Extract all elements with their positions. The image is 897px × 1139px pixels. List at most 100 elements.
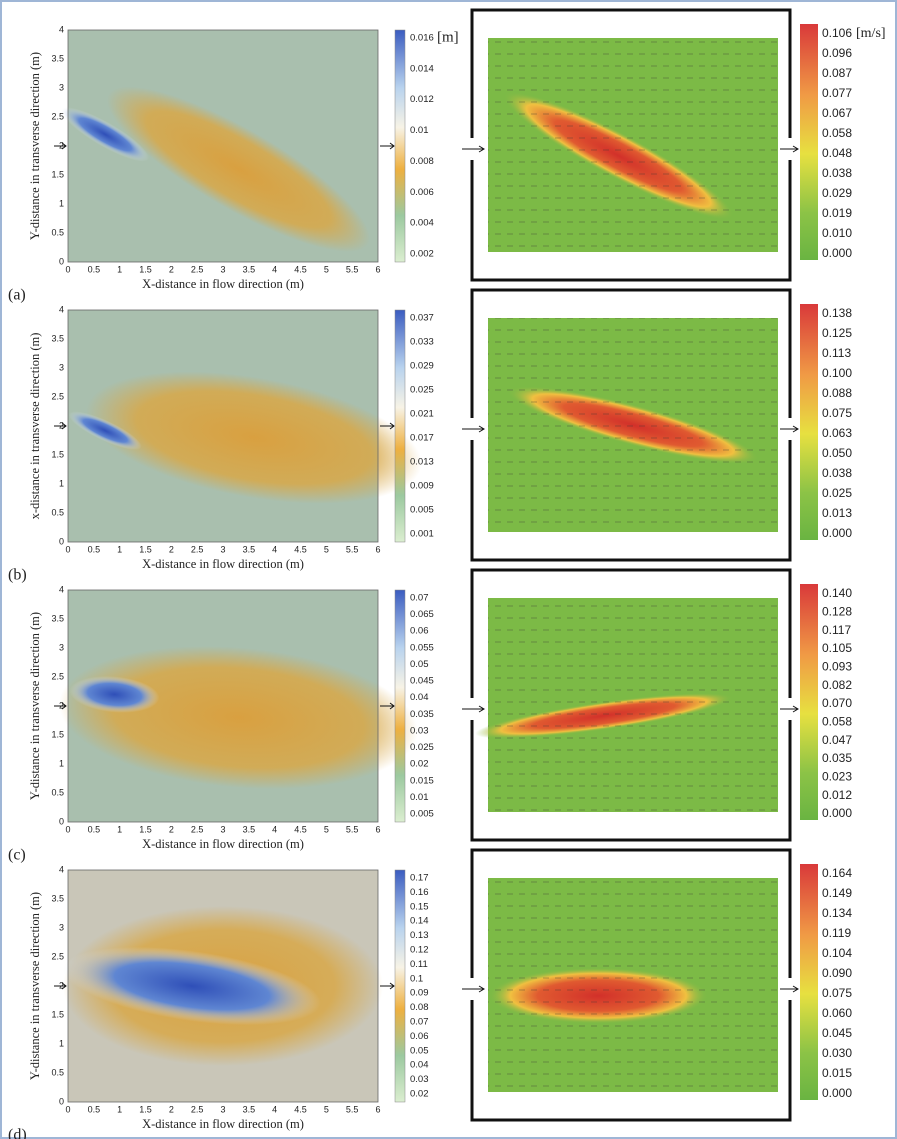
velocity-vectors — [488, 598, 778, 812]
x-tick-label: 5 — [324, 264, 329, 274]
colorbar-label: 0.04 — [410, 1060, 429, 1071]
y-tick-label: 4 — [59, 24, 64, 34]
inflow-arrow — [462, 146, 484, 152]
x-tick-label: 3.5 — [243, 544, 256, 554]
colorbar-label: 0.17 — [410, 873, 429, 884]
y-tick-label: 0 — [59, 1096, 64, 1106]
colorbar-label: 0.02 — [410, 759, 429, 770]
x-tick-label: 5.5 — [346, 544, 359, 554]
x-tick-label: 5.5 — [346, 824, 359, 834]
x-tick-label: 6 — [375, 264, 380, 274]
colorbar-label: 0.000 — [822, 526, 852, 540]
x-tick-label: 2.5 — [191, 544, 204, 554]
y-tick-label: 1.5 — [51, 729, 64, 739]
x-tick-label: 3 — [220, 1104, 225, 1114]
colorbar-label: 0.088 — [822, 386, 852, 400]
colorbar-label: 0.001 — [410, 529, 434, 540]
y-tick-label: 3.5 — [51, 893, 64, 903]
x-tick-label: 5 — [324, 824, 329, 834]
colorbar-label: 0.060 — [822, 1006, 852, 1020]
colorbar-label: 0.02 — [410, 1089, 429, 1100]
colorbar-label: 0.070 — [822, 696, 852, 710]
colorbar-label: 0.105 — [822, 641, 852, 655]
x-axis-label: X-distance in flow direction (m) — [142, 837, 304, 851]
x-tick-label: 2 — [169, 264, 174, 274]
colorbar-label: 0.065 — [410, 609, 434, 620]
colorbar-label: 0.12 — [410, 945, 429, 956]
colorbar-label: 0.134 — [822, 906, 852, 920]
y-tick-label: 0.5 — [51, 787, 64, 797]
colorbar-label: 0.050 — [822, 446, 852, 460]
x-tick-label: 1.5 — [139, 544, 152, 554]
x-tick-label: 1 — [117, 264, 122, 274]
colorbar-label: 0.048 — [822, 146, 852, 160]
colorbar-label: 0.029 — [410, 361, 434, 372]
colorbar-label: 0.009 — [410, 481, 434, 492]
x-tick-label: 0.5 — [88, 264, 101, 274]
colorbar-label: 0.010 — [822, 226, 852, 240]
y-tick-label: 3.5 — [51, 613, 64, 623]
colorbar-unit: [m/s] — [856, 26, 886, 41]
x-axis-label: X-distance in flow direction (m) — [142, 277, 304, 291]
colorbar-label: 0.07 — [410, 1017, 429, 1028]
panel-label: (b) — [8, 567, 27, 584]
colorbar-label: 0.004 — [410, 218, 434, 229]
y-tick-label: 0.5 — [51, 507, 64, 517]
x-tick-label: 4 — [272, 824, 277, 834]
colorbar — [800, 304, 818, 540]
colorbar-label: 0.012 — [410, 94, 434, 105]
y-axis-label: Y-distance in transverse direction (m) — [28, 52, 42, 240]
colorbar-label: 0.005 — [410, 505, 434, 516]
colorbar-label: 0.021 — [410, 409, 434, 420]
y-tick-label: 1.5 — [51, 449, 64, 459]
colorbar-label: 0.038 — [822, 166, 852, 180]
y-tick-label: 0.5 — [51, 1067, 64, 1077]
x-tick-label: 0 — [65, 264, 70, 274]
colorbar-label: 0.000 — [822, 806, 852, 820]
colorbar-label: 0.067 — [822, 106, 852, 120]
colorbar-label: 0.117 — [822, 623, 851, 637]
y-tick-label: 1.5 — [51, 169, 64, 179]
colorbar-label: 0.045 — [822, 1026, 852, 1040]
x-tick-label: 3.5 — [243, 264, 256, 274]
colorbar-label: 0.09 — [410, 988, 429, 999]
colorbar-label: 0.025 — [410, 385, 434, 396]
colorbar-label: 0.14 — [410, 916, 429, 927]
y-tick-label: 3 — [59, 642, 64, 652]
colorbar-label: 0.038 — [822, 466, 852, 480]
colorbar-label: 0.090 — [822, 966, 852, 980]
y-tick-label: 1 — [59, 478, 64, 488]
velocity-vectors — [488, 878, 778, 1092]
colorbar-label: 0.033 — [410, 337, 434, 348]
y-tick-label: 1 — [59, 198, 64, 208]
colorbar-label: 0.014 — [410, 63, 434, 74]
colorbar-label: 0.08 — [410, 1002, 429, 1013]
colorbar-label: 0.055 — [410, 642, 434, 653]
outflow-arrow — [780, 706, 798, 712]
colorbar — [395, 30, 405, 262]
x-tick-label: 4 — [272, 264, 277, 274]
x-tick-label: 1 — [117, 1104, 122, 1114]
x-tick-label: 2.5 — [191, 264, 204, 274]
colorbar-label: 0.016 — [410, 33, 434, 44]
colorbar-label: 0.05 — [410, 659, 429, 670]
velocity-vectors — [488, 38, 778, 252]
colorbar-label: 0.037 — [410, 313, 434, 324]
x-tick-label: 4.5 — [294, 544, 307, 554]
y-tick-label: 2 — [59, 700, 64, 710]
colorbar-label: 0.045 — [410, 676, 434, 687]
figure: 0 0.5 1 1.5 2 2.5 3 3.5 4 4.5 5 5.5 6 0 0.5 1 1.5 2 2.5 3 3.… — [0, 0, 897, 1139]
y-tick-label: 2 — [59, 420, 64, 430]
colorbar — [395, 870, 405, 1102]
x-tick-label: 6 — [375, 1104, 380, 1114]
colorbar-label: 0.025 — [822, 486, 852, 500]
x-tick-label: 0 — [65, 824, 70, 834]
x-tick-label: 3 — [220, 264, 225, 274]
colorbar-label: 0.035 — [822, 751, 852, 765]
panel-label: (a) — [8, 287, 26, 304]
x-tick-label: 6 — [375, 544, 380, 554]
x-axis-label: X-distance in flow direction (m) — [142, 1117, 304, 1131]
x-tick-label: 2.5 — [191, 824, 204, 834]
x-tick-label: 4 — [272, 544, 277, 554]
y-tick-label: 2.5 — [51, 671, 64, 681]
